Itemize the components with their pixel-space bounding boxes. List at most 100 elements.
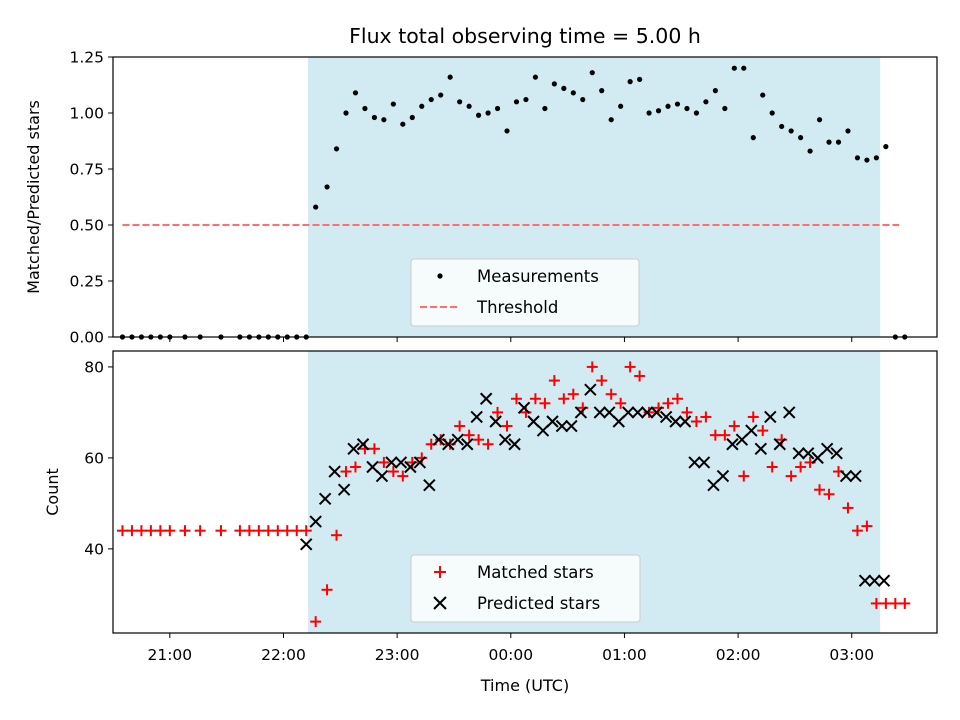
predicted-star-marker: [546, 415, 559, 428]
predicted-star-marker: [375, 469, 389, 483]
matched-star-marker: [194, 525, 206, 537]
legend-matched-marker: [434, 566, 446, 578]
bottom-y-tick-label: 80: [84, 358, 104, 376]
top-y-ticks: 0.00 0.25 0.50 0.75 1.00 1.25: [69, 49, 113, 347]
top-legend: Measurements Threshold: [410, 258, 640, 327]
matched-star-marker: [482, 438, 494, 450]
matched-star-marker: [126, 525, 138, 537]
matched-star-marker: [567, 388, 579, 400]
predicted-star-marker: [432, 433, 446, 446]
top-y-tick-label: 0.75: [69, 161, 104, 179]
measurement-point: [551, 81, 557, 87]
predicted-star-marker: [347, 442, 360, 455]
predicted-star-marker: [811, 451, 824, 465]
matched-star-marker: [539, 397, 551, 409]
measurement-point: [589, 70, 595, 76]
matched-star-marker: [164, 525, 176, 537]
matched-star-marker: [492, 406, 504, 418]
matched-star-marker: [116, 525, 128, 537]
matched-star-marker: [842, 502, 854, 514]
predicted-star-marker: [423, 478, 436, 492]
matched-star-marker: [747, 411, 759, 423]
bottom-legend-box: [410, 554, 641, 623]
measurement-point: [580, 96, 586, 103]
measurement-point: [779, 123, 785, 130]
predicted-star-marker: [773, 438, 786, 451]
matched-star-marker: [501, 420, 513, 432]
predicted-star-marker: [489, 415, 502, 428]
measurement-point: [693, 110, 700, 116]
predicted-star-marker: [622, 406, 635, 419]
measurement-point: [731, 65, 737, 71]
measurement-point: [798, 135, 804, 141]
predicted-star-marker: [498, 433, 512, 446]
matched-star-marker: [586, 361, 598, 373]
matched-star-marker: [272, 525, 284, 537]
predicted-star-marker: [356, 438, 370, 451]
predicted-star-marker: [688, 456, 701, 469]
legend-measurements-marker: [437, 273, 443, 279]
matched-star-marker: [709, 429, 721, 441]
matched-star-marker: [454, 420, 466, 432]
matched-star-marker: [738, 470, 750, 482]
matched-star-marker: [719, 429, 731, 441]
top-plot-frame: [112, 56, 938, 338]
matched-star-marker: [823, 488, 835, 500]
matched-star-marker: [179, 525, 191, 537]
matched-star-marker: [870, 597, 882, 609]
measurement-point: [362, 105, 368, 112]
measurement-point: [854, 155, 861, 161]
measurement-point: [561, 85, 567, 91]
predicted-star-marker: [584, 383, 597, 396]
measurement-point: [826, 139, 832, 145]
measurement-point: [712, 88, 718, 94]
measurement-point: [409, 114, 415, 121]
predicted-star-marker: [517, 401, 531, 415]
matched-star-marker: [662, 397, 674, 409]
measurement-point: [646, 110, 652, 116]
bottom-predicted-stars: [300, 383, 891, 587]
measurement-point: [333, 146, 340, 152]
matched-star-marker: [300, 525, 312, 537]
predicted-star-marker: [385, 456, 398, 469]
predicted-star-marker: [849, 469, 862, 483]
matched-star-marker: [899, 597, 911, 609]
matched-star-marker: [814, 484, 826, 496]
predicted-star-marker: [792, 447, 805, 460]
predicted-star-marker: [631, 406, 644, 419]
bottom-y-tick-label: 60: [84, 449, 104, 467]
measurement-point: [371, 114, 378, 121]
bottom-y-ticks: 40 60 80: [84, 358, 113, 558]
top-y-tick-label: 0.00: [69, 329, 104, 347]
matched-star-marker: [889, 597, 901, 609]
measurement-point: [703, 99, 709, 105]
bottom-x-tick-label: 02:00: [716, 646, 761, 664]
bottom-legend: Matched stars Predicted stars: [410, 554, 641, 623]
measurement-point: [494, 105, 501, 112]
measurement-point: [845, 128, 851, 134]
matched-star-marker: [135, 525, 147, 537]
matched-star-marker: [340, 466, 352, 478]
bottom-x-tick-label: 03:00: [829, 646, 874, 664]
matched-star-marker: [548, 375, 560, 387]
predicted-star-marker: [451, 433, 464, 446]
matched-star-marker: [349, 461, 361, 473]
predicted-star-marker: [318, 492, 332, 506]
top-y-tick-label: 0.25: [69, 273, 104, 291]
predicted-star-marker: [735, 433, 749, 446]
predicted-star-marker: [764, 410, 777, 424]
matched-star-marker: [785, 470, 797, 482]
predicted-star-marker: [659, 410, 673, 424]
measurement-point: [608, 117, 614, 123]
chart-title: Flux total observing time = 5.00 h: [349, 24, 701, 48]
matched-star-marker: [529, 393, 541, 405]
predicted-star-marker: [707, 478, 720, 492]
measurement-point: [864, 157, 870, 163]
predicted-star-marker: [783, 406, 796, 419]
top-measurements: [119, 65, 908, 340]
matched-star-marker: [253, 525, 265, 537]
predicted-star-marker: [669, 415, 682, 428]
matched-star-marker: [681, 406, 693, 418]
matched-star-marker: [368, 443, 380, 455]
